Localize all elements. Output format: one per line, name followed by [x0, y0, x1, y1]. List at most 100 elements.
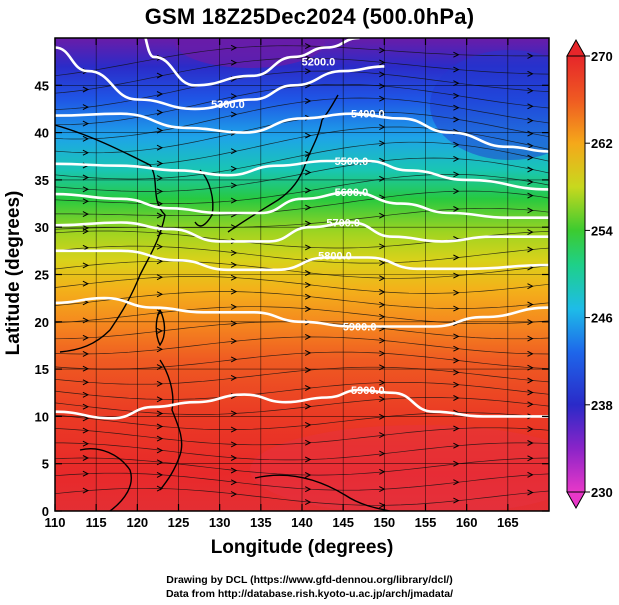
stream-arrow: [156, 258, 164, 265]
height-contour: [55, 112, 549, 153]
stream-arrow: [453, 305, 460, 312]
stream-arrow: [527, 401, 534, 408]
colorbar-ticks: 230 238 246 254 262 270: [585, 49, 613, 500]
stream-arrow: [304, 132, 312, 139]
y-tick-label: 40: [35, 126, 49, 141]
stream-arrow: [230, 356, 238, 363]
stream-arrow: [527, 246, 534, 253]
stream-arrow: [453, 155, 460, 162]
stream-arrow: [82, 244, 90, 251]
height-contour: [55, 249, 549, 272]
stream-arrow: [453, 442, 460, 449]
stream-arrow: [156, 212, 164, 219]
stream-arrow: [453, 272, 460, 279]
x-tick-label: 150: [373, 515, 395, 530]
stream-arrow: [527, 389, 534, 396]
stream-arrow: [156, 447, 164, 454]
stream-arrow: [453, 254, 460, 261]
stream-arrow: [527, 207, 534, 214]
stream-arrow: [527, 319, 534, 326]
stream-arrow: [453, 206, 460, 212]
y-tick-label: 10: [35, 409, 49, 424]
stream-arrow: [453, 289, 460, 296]
stream-arrow: [82, 174, 90, 181]
colorbar-tick-label: 238: [591, 398, 613, 413]
colorbar-tick-label: 270: [591, 49, 613, 64]
stream-arrow: [156, 91, 164, 97]
stream-arrow: [82, 470, 90, 477]
stream-arrow: [230, 182, 238, 189]
contour-label: 5600.0: [335, 187, 369, 199]
contour-label: 5500.0: [335, 156, 369, 168]
stream-arrow: [230, 303, 238, 310]
height-contours: 5200.0 5300.0 5400.0 5500.0 5600.0 5700.0 5800…: [55, 38, 549, 420]
stream-arrow: [453, 357, 460, 364]
stream-arrow: [156, 423, 164, 430]
stream-arrow: [82, 403, 90, 410]
stream-arrow: [230, 455, 238, 461]
x-tick-label: 140: [291, 515, 313, 530]
stream-arrow: [453, 425, 460, 432]
colorbar-scale: [566, 55, 586, 493]
stream-arrow: [304, 367, 312, 373]
stream-arrow: [156, 346, 164, 353]
x-tick-label: 115: [86, 515, 107, 530]
stream-arrow: [82, 391, 90, 398]
stream-arrow: [82, 334, 90, 341]
stream-arrow: [304, 204, 312, 211]
stream-arrow: [230, 426, 238, 433]
stream-arrow: [304, 306, 312, 312]
stream-arrow: [453, 104, 460, 111]
stream-arrow: [453, 188, 460, 195]
stream-arrow: [230, 197, 238, 204]
credit-data: Data from http://database.rish.kyoto-u.a…: [165, 588, 454, 600]
stream-arrow: [453, 479, 460, 486]
stream-arrow: [230, 274, 238, 281]
coastline-korea: [194, 169, 214, 227]
y-tick-label: 5: [42, 457, 49, 472]
stream-arrow: [230, 441, 238, 448]
coastline-taiwan: [155, 309, 166, 347]
x-axis-ticks: 110 115 120 125 130 135 140 145 150 155 160 165: [45, 38, 519, 530]
stream-arrow: [453, 51, 460, 58]
stream-arrow: [527, 117, 534, 124]
height-contour: [55, 190, 549, 219]
stream-arrow: [453, 369, 460, 376]
stream-arrow: [304, 220, 312, 227]
stream-arrow: [527, 426, 534, 433]
stream-arrow: [82, 198, 90, 205]
x-tick-label: 135: [250, 515, 272, 530]
stream-arrow: [82, 379, 90, 386]
colorbar-tick-label: 254: [591, 223, 613, 238]
contour-label: 5800.0: [318, 251, 352, 263]
stream-arrow: [527, 142, 534, 149]
stream-arrow: [304, 439, 312, 446]
stream-arrow: [304, 281, 312, 288]
coastline-asia: [55, 124, 166, 353]
stream-arrow: [304, 43, 312, 50]
stream-arrow: [453, 381, 460, 388]
stream-arrow: [304, 98, 312, 104]
stream-arrow: [527, 471, 534, 478]
stream-arrow: [230, 491, 238, 498]
stream-arrow: [527, 350, 534, 357]
y-tick-label: 0: [42, 504, 49, 519]
stream-arrow: [527, 301, 534, 308]
stream-arrow: [156, 485, 164, 492]
height-contour: [55, 296, 549, 328]
stream-arrow: [304, 385, 312, 391]
colorbar-top-arrow: [566, 38, 586, 57]
stream-arrow: [82, 135, 90, 142]
stream-arrow: [156, 188, 164, 195]
stream-arrow: [304, 68, 312, 75]
chart-title: GSM 18Z25Dec2024 (500.0hPa): [144, 4, 475, 29]
stream-arrow: [527, 192, 534, 199]
stream-arrow: [304, 499, 312, 506]
colorbar-bottom-arrow: [566, 491, 586, 510]
stream-arrow: [527, 70, 534, 77]
stream-arrow: [453, 345, 460, 352]
colorbar-tick-label: 246: [591, 311, 613, 326]
stream-arrow: [82, 365, 90, 372]
contour-label: 5200.0: [302, 57, 336, 69]
